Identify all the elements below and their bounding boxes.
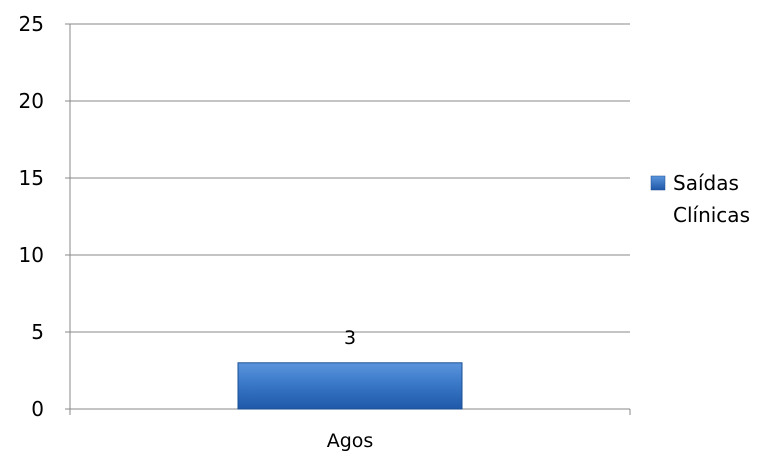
legend: Saídas Clínicas bbox=[650, 171, 750, 227]
legend-swatch bbox=[650, 175, 666, 191]
x-category-label: Agos bbox=[327, 430, 374, 452]
gridlines bbox=[70, 23, 630, 333]
data-labels: 3 bbox=[344, 327, 356, 349]
y-tick-label: 25 bbox=[19, 12, 44, 36]
y-axis-tick-labels: 0 5 10 15 20 25 bbox=[19, 12, 44, 421]
y-tick-label: 5 bbox=[31, 320, 44, 344]
y-tick-label: 0 bbox=[31, 397, 44, 421]
y-tick-label: 20 bbox=[19, 89, 44, 113]
axes bbox=[65, 23, 631, 415]
legend-label-line-2: Clínicas bbox=[673, 203, 750, 227]
bar-data-label: 3 bbox=[344, 327, 356, 349]
legend-label-line-1: Saídas bbox=[673, 171, 739, 195]
y-tick-label: 15 bbox=[19, 166, 44, 190]
bars bbox=[237, 362, 463, 410]
x-axis-category-labels: Agos bbox=[327, 430, 374, 452]
bar bbox=[237, 362, 463, 410]
y-tick-label: 10 bbox=[19, 243, 44, 267]
